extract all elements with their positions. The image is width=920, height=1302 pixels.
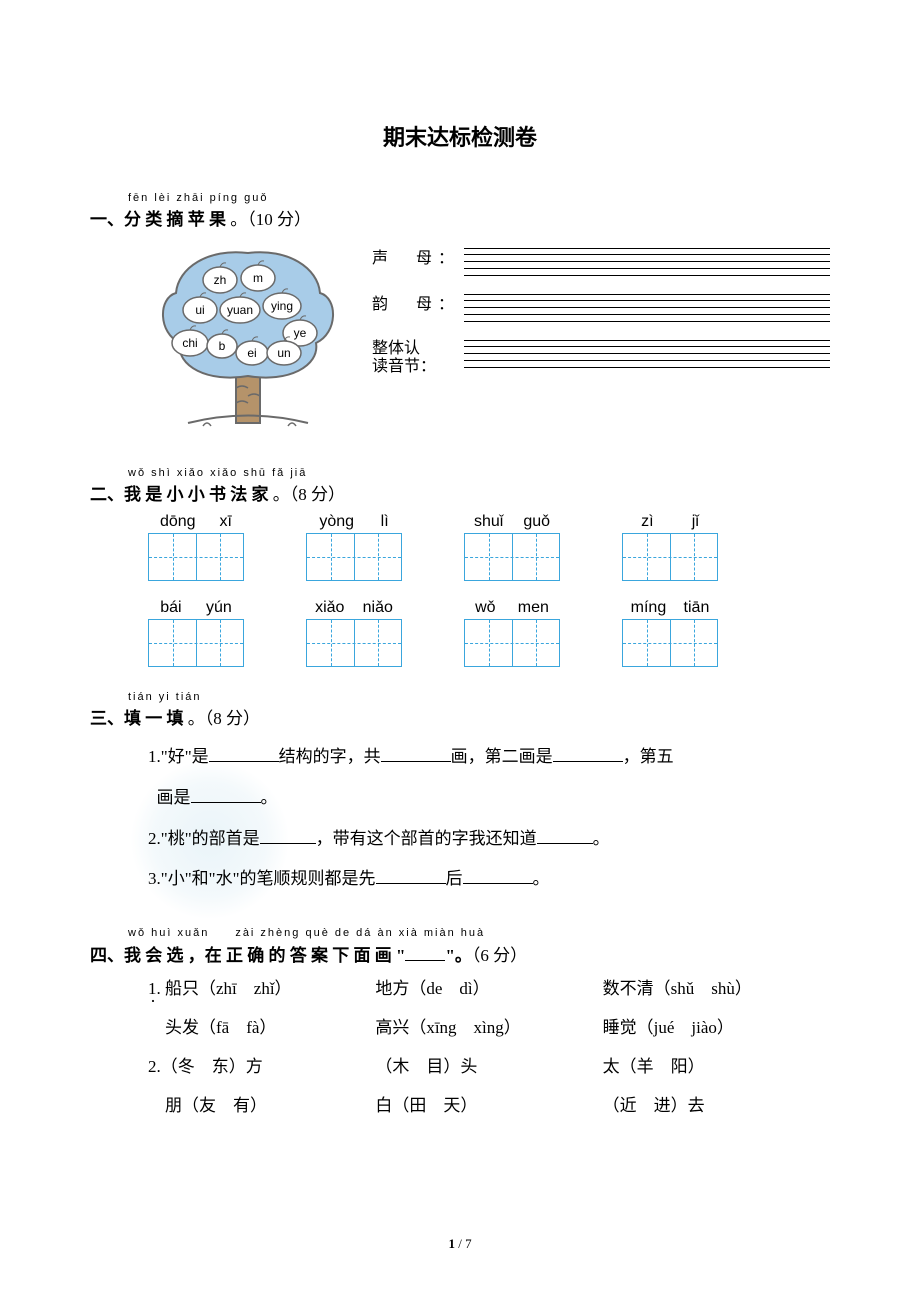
s3-q2: 2."桃"的部首是，带有这个部首的字我还知道。 xyxy=(148,819,830,860)
zhengti-lines xyxy=(464,340,830,368)
svg-text:ui: ui xyxy=(195,303,204,317)
page-number: 1 / 7 xyxy=(0,1236,920,1252)
svg-text:ying: ying xyxy=(271,299,293,313)
tian-grid xyxy=(464,619,560,667)
tian-grid xyxy=(306,619,402,667)
s2-row-2: báiyún xiǎoniǎo wǒmen míngtiān xyxy=(148,599,830,667)
tian-grid xyxy=(148,619,244,667)
section-2: wǒ shì xiǎo xiǎo shū fǎ jiā 二、我 是 小 小 书 … xyxy=(90,467,830,667)
s3-q1: 1."好"是结构的字，共画，第二画是，第五 画是。 xyxy=(148,737,830,819)
tian-grid xyxy=(622,619,718,667)
section-4: wǒ huì xuǎn zài zhèng què de dá àn xià m… xyxy=(90,924,830,1116)
yunmu-label: 韵 母： xyxy=(372,294,464,316)
svg-text:zh: zh xyxy=(214,273,227,287)
section-3-pinyin: tián yi tián xyxy=(128,691,830,703)
section-1-hanzi: 一、分 类 摘 苹 果 。（10 分） xyxy=(90,205,830,230)
svg-text:b: b xyxy=(219,339,226,353)
page-title: 期末达标检测卷 xyxy=(90,120,830,152)
s4-row-2: 头发（fā fà） 高兴（xīng xìng） 睡觉（jué jiào） xyxy=(148,1013,830,1038)
s4-row-3: 2.（冬 东）方 （木 目）头 太（羊 阳） xyxy=(148,1052,830,1077)
svg-text:ye: ye xyxy=(294,326,307,340)
svg-text:m: m xyxy=(253,271,263,285)
svg-text:yuan: yuan xyxy=(227,303,253,317)
tian-grid xyxy=(148,533,244,581)
section-3: tián yi tián 三、填 一 填 。（8 分） 1."好"是结构的字，共… xyxy=(90,691,830,900)
s2-row-1: dōngxī yònglì shuǐguǒ zìjǐ xyxy=(148,513,830,581)
tian-grid xyxy=(464,533,560,581)
s4-row-1: 1. 船只（zhī zhǐ） 地方（de dì） 数不清（shǔ shù） xyxy=(148,974,830,999)
section-1: fēn lèi zhāi píng guǒ 一、分 类 摘 苹 果 。（10 分… xyxy=(90,192,830,443)
yunmu-lines xyxy=(464,294,830,322)
section-1-pinyin: fēn lèi zhāi píng guǒ xyxy=(128,192,830,204)
section-2-pinyin: wǒ shì xiǎo xiǎo shū fǎ jiā xyxy=(128,467,830,479)
svg-text:ei: ei xyxy=(247,346,256,360)
s3-q3: 3."小"和"水"的笔顺规则都是先后。 xyxy=(148,859,830,900)
section-4-header: wǒ huì xuǎn zài zhèng què de dá àn xià m… xyxy=(90,924,830,966)
section-1-header: fēn lèi zhāi píng guǒ 一、分 类 摘 苹 果 。（10 分… xyxy=(90,192,830,230)
tian-grid xyxy=(622,533,718,581)
section-4-pinyin: wǒ huì xuǎn zài zhèng què de dá àn xià m… xyxy=(128,924,830,940)
section-3-header: tián yi tián 三、填 一 填 。（8 分） xyxy=(90,691,830,729)
svg-text:un: un xyxy=(277,346,290,360)
zhengti-label: 整体认读音节： xyxy=(372,340,464,376)
svg-text:chi: chi xyxy=(182,336,197,350)
tian-grid xyxy=(306,533,402,581)
s4-row-4: 朋（友 有） 白（田 天） （近 进）去 xyxy=(148,1091,830,1116)
shengmu-lines xyxy=(464,248,830,276)
apple-tree-diagram: zh m ui yuan ying ye chi b ei un xyxy=(148,238,348,443)
section-2-header: wǒ shì xiǎo xiǎo shū fǎ jiā 二、我 是 小 小 书 … xyxy=(90,467,830,505)
shengmu-label: 声 母： xyxy=(372,248,464,270)
